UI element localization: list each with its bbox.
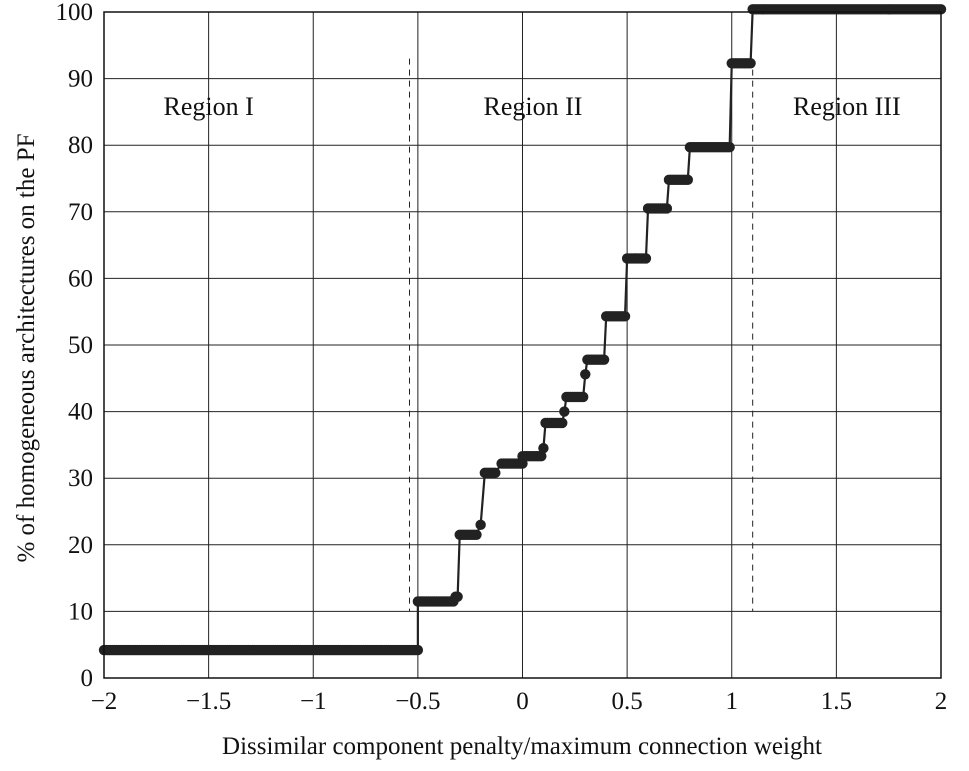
region-label: Region I: [163, 92, 253, 121]
x-tick-label: 1: [726, 688, 739, 715]
data-point: [745, 58, 756, 69]
step-markers: [663, 174, 694, 186]
step-markers: [450, 591, 463, 602]
data-point: [724, 141, 735, 153]
y-axis-label: % of homogeneous architectures on the PF: [13, 133, 40, 562]
x-tick-label: −0.5: [395, 688, 440, 715]
data-point: [475, 519, 486, 531]
y-tick-label: 80: [68, 132, 93, 159]
y-tick-label: 20: [68, 532, 93, 559]
step-markers: [538, 443, 549, 454]
data-point: [682, 174, 694, 186]
region-label: Region II: [484, 92, 583, 121]
data-point: [538, 443, 549, 454]
y-tick-label: 50: [68, 332, 93, 359]
step-markers: [747, 4, 947, 15]
y-tick-label: 10: [68, 598, 93, 625]
grid-lines: [103, 11, 942, 679]
step-markers: [517, 451, 547, 462]
step-markers: [601, 311, 631, 322]
data-point: [577, 391, 589, 403]
x-tick-label: 0: [516, 688, 529, 715]
x-axis-label: Dissimilar component penalty/maximum con…: [222, 733, 822, 760]
x-tick-label: 0.5: [612, 688, 643, 715]
step-markers: [540, 417, 568, 429]
step-markers: [621, 253, 652, 264]
step-markers: [475, 519, 486, 531]
data-point: [452, 591, 463, 602]
region-labels: Region I Region II Region III: [163, 92, 900, 121]
data-point: [559, 406, 570, 417]
y-tick-label: 60: [68, 265, 93, 292]
data-point: [412, 644, 424, 656]
x-tick-label: 1.5: [821, 688, 852, 715]
x-tick-label: 2: [935, 688, 948, 715]
step-markers: [454, 529, 482, 541]
data-point: [536, 451, 547, 462]
data-point: [640, 253, 652, 264]
step-markers: [726, 58, 756, 69]
data-point: [619, 311, 631, 322]
x-tick-label: −1.5: [186, 688, 231, 715]
x-tick-label: −1: [300, 688, 327, 715]
step-markers: [580, 369, 591, 380]
y-tick-label: 70: [68, 199, 93, 226]
step-markers: [582, 354, 610, 365]
step-markers: [684, 141, 735, 153]
data-point: [580, 369, 591, 380]
data-point: [661, 203, 673, 214]
data-point: [557, 417, 568, 429]
step-markers: [561, 391, 589, 403]
step-markers: [559, 406, 570, 417]
y-tick-label: 40: [68, 399, 93, 426]
data-series: [98, 4, 947, 656]
data-point: [471, 529, 482, 541]
data-point: [490, 467, 501, 479]
step-markers: [98, 644, 424, 656]
region-boundaries: [409, 58, 754, 612]
step-markers: [412, 596, 459, 607]
region-label: Region III: [793, 92, 901, 121]
x-tick-label: −2: [91, 688, 118, 715]
y-tick-label: 90: [68, 66, 93, 93]
step-markers: [479, 467, 501, 479]
plot-frame: [103, 11, 942, 679]
y-tick-label: 30: [68, 465, 93, 492]
y-tick-labels: 0 10 20 30 40 50 60 70 80 90 100: [56, 0, 94, 692]
y-tick-label: 100: [56, 0, 94, 26]
data-point: [598, 354, 610, 365]
step-markers: [642, 203, 673, 214]
y-tick-label: 0: [81, 665, 94, 692]
x-tick-labels: −2 −1.5 −1 −0.5 0 0.5 1 1.5 2: [91, 688, 948, 715]
